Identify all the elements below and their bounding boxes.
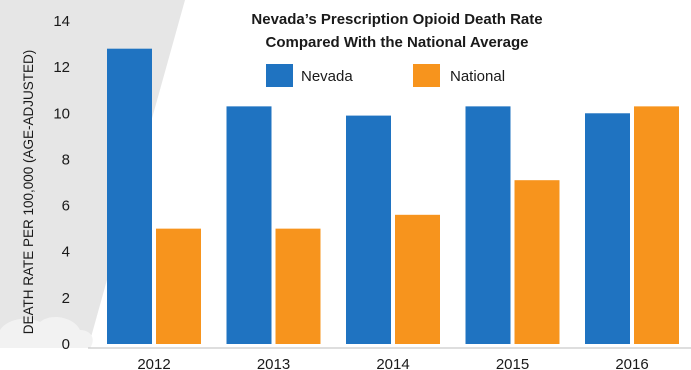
y-tick-label: 14 xyxy=(53,13,70,30)
bar-national-2016 xyxy=(634,106,679,344)
bar-national-2015 xyxy=(514,180,560,344)
bar-nevada-2013 xyxy=(226,106,272,344)
x-tick-label: 2015 xyxy=(496,356,529,370)
y-tick-label: 2 xyxy=(62,290,70,307)
x-tick-label: 2014 xyxy=(376,356,409,370)
x-tick-label: 2012 xyxy=(137,356,170,370)
y-tick-label: 0 xyxy=(62,336,70,353)
bar-national-2013 xyxy=(275,228,321,344)
bar-nevada-2014 xyxy=(346,115,391,344)
bar-nevada-2012 xyxy=(107,48,152,344)
x-tick-label: 2016 xyxy=(615,356,648,370)
bar-nevada-2016 xyxy=(585,113,630,345)
cloud-shape xyxy=(0,316,93,348)
legend: Nevada National xyxy=(266,64,505,87)
chart-title-line-1: Nevada’s Prescription Opioid Death Rate xyxy=(251,11,542,28)
legend-label-nevada: Nevada xyxy=(301,68,353,85)
y-tick-label: 4 xyxy=(62,244,70,261)
x-axis-ticks: 2012 2013 2014 2015 2016 xyxy=(137,356,648,370)
x-tick-label: 2013 xyxy=(257,356,290,370)
legend-swatch-national xyxy=(413,64,440,87)
bar-national-2012 xyxy=(156,228,201,344)
y-tick-label: 12 xyxy=(53,59,70,76)
chart-title: Nevada’s Prescription Opioid Death Rate … xyxy=(251,11,542,51)
y-tick-label: 8 xyxy=(62,151,70,168)
y-axis-label: DEATH RATE PER 100,000 (AGE-ADJUSTED) xyxy=(21,50,36,335)
legend-label-national: National xyxy=(450,68,505,85)
bar-national-2014 xyxy=(395,214,440,344)
legend-swatch-nevada xyxy=(266,64,293,87)
chart-title-line-2: Compared With the National Average xyxy=(266,34,529,51)
y-tick-label: 6 xyxy=(62,198,70,215)
y-axis-ticks: 0 2 4 6 8 10 12 14 xyxy=(53,13,70,353)
bars xyxy=(107,48,679,345)
bar-nevada-2015 xyxy=(465,106,511,344)
y-tick-label: 10 xyxy=(53,105,70,122)
